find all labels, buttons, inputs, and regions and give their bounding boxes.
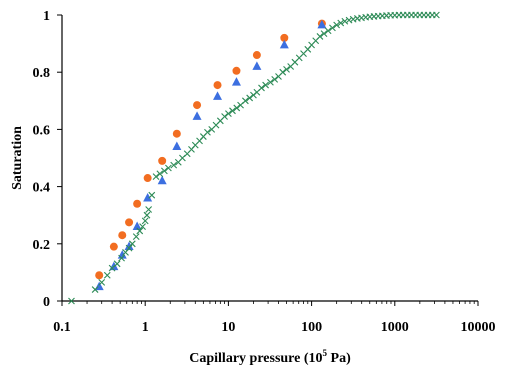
data-point-x [329,24,336,32]
x-axis-title-superscript: 5 [323,348,328,358]
x-axis-title-suffix: Pa) [327,351,351,366]
y-tick-label: 1 [43,9,50,24]
data-point-triangle [279,39,289,49]
y-tick-label: 0.2 [33,238,51,253]
x-ticks: 0.1 1 10 100 1000 10000 [53,301,496,335]
data-point-triangle [252,61,262,70]
data-point-circle [158,156,167,165]
data-point-x [229,107,236,115]
y-ticks: 0 0.2 0.4 0.6 0.8 1 [33,9,62,310]
series-x [68,11,440,305]
data-point-x [165,164,172,172]
data-point-x [128,240,136,248]
y-axis-title: Saturation [10,126,25,190]
data-point-x [324,27,332,35]
data-point-x [103,271,111,279]
data-point-x [141,217,149,225]
data-point-x [98,279,106,286]
data-point-x [118,254,125,262]
data-point-circle [118,231,127,240]
data-point-x [333,21,341,29]
data-point-x [139,223,146,231]
data-point-x [68,297,75,305]
data-point-x [170,161,178,169]
y-tick-label: 0.6 [33,123,51,138]
data-point-x [316,33,324,40]
data-point-x [148,191,156,199]
x-axis-title-prefix: Capillary pressure (10 [189,351,322,366]
data-point-circle [133,199,142,208]
y-tick-label: 0 [43,295,50,310]
x-tick-label: 0.1 [53,320,71,335]
data-point-x [221,113,228,120]
data-point-triangle [172,141,182,150]
data-point-triangle [213,91,223,100]
data-point-triangle [317,19,327,29]
data-point-circle [172,129,181,138]
data-point-triangle [143,192,153,202]
axes [61,15,478,302]
x-tick-label: 100 [301,320,322,335]
data-point-circle [252,51,261,60]
data-point-circle [232,66,241,75]
data-point-x [156,170,164,178]
data-point-circle [280,33,289,42]
data-point-x [258,84,265,92]
data-point-x [145,206,153,213]
data-point-circle [213,81,222,90]
data-point-triangle [231,77,241,86]
data-point-x [132,233,140,241]
data-point-circle [95,271,104,280]
data-point-x [246,94,254,102]
data-point-x [152,173,160,180]
series-circle [95,19,326,280]
data-point-x [125,244,133,252]
x-tick-label: 10 [221,320,235,335]
data-point-circle [143,174,152,183]
data-point-x [241,97,249,105]
data-point-circle [109,242,118,251]
x-axis-title: Capillary pressure (105 Pa) [189,348,351,366]
x-tick-label: 1 [142,320,149,335]
data-point-x [337,19,345,27]
data-point-x [320,30,328,37]
data-point-x [262,81,269,89]
data-point-x [267,78,274,86]
data-point-x [204,128,211,136]
data-point-triangle [192,111,202,120]
data-point-x [279,68,287,76]
data-point-x [341,17,349,25]
data-point-x [225,110,232,118]
data-point-x [136,227,144,235]
data-marks [68,11,440,305]
data-point-x [283,65,290,73]
data-point-circle [125,218,134,227]
data-point-triangle [124,241,134,251]
data-point-x [433,11,440,19]
data-point-circle [193,101,202,110]
data-point-x [91,286,99,293]
x-tick-label: 1000 [381,320,409,335]
data-point-triangle [132,221,142,231]
data-point-x [233,104,241,112]
data-point-x [349,15,357,23]
data-point-x [143,211,151,219]
data-point-x [160,167,168,175]
series-triangle [94,19,327,291]
y-tick-label: 0.4 [33,181,51,196]
y-tick-label: 0.8 [33,66,51,81]
data-point-x [113,260,121,268]
data-point-triangle [157,175,167,185]
data-point-x [271,75,279,83]
x-tick-label: 10000 [461,320,496,335]
